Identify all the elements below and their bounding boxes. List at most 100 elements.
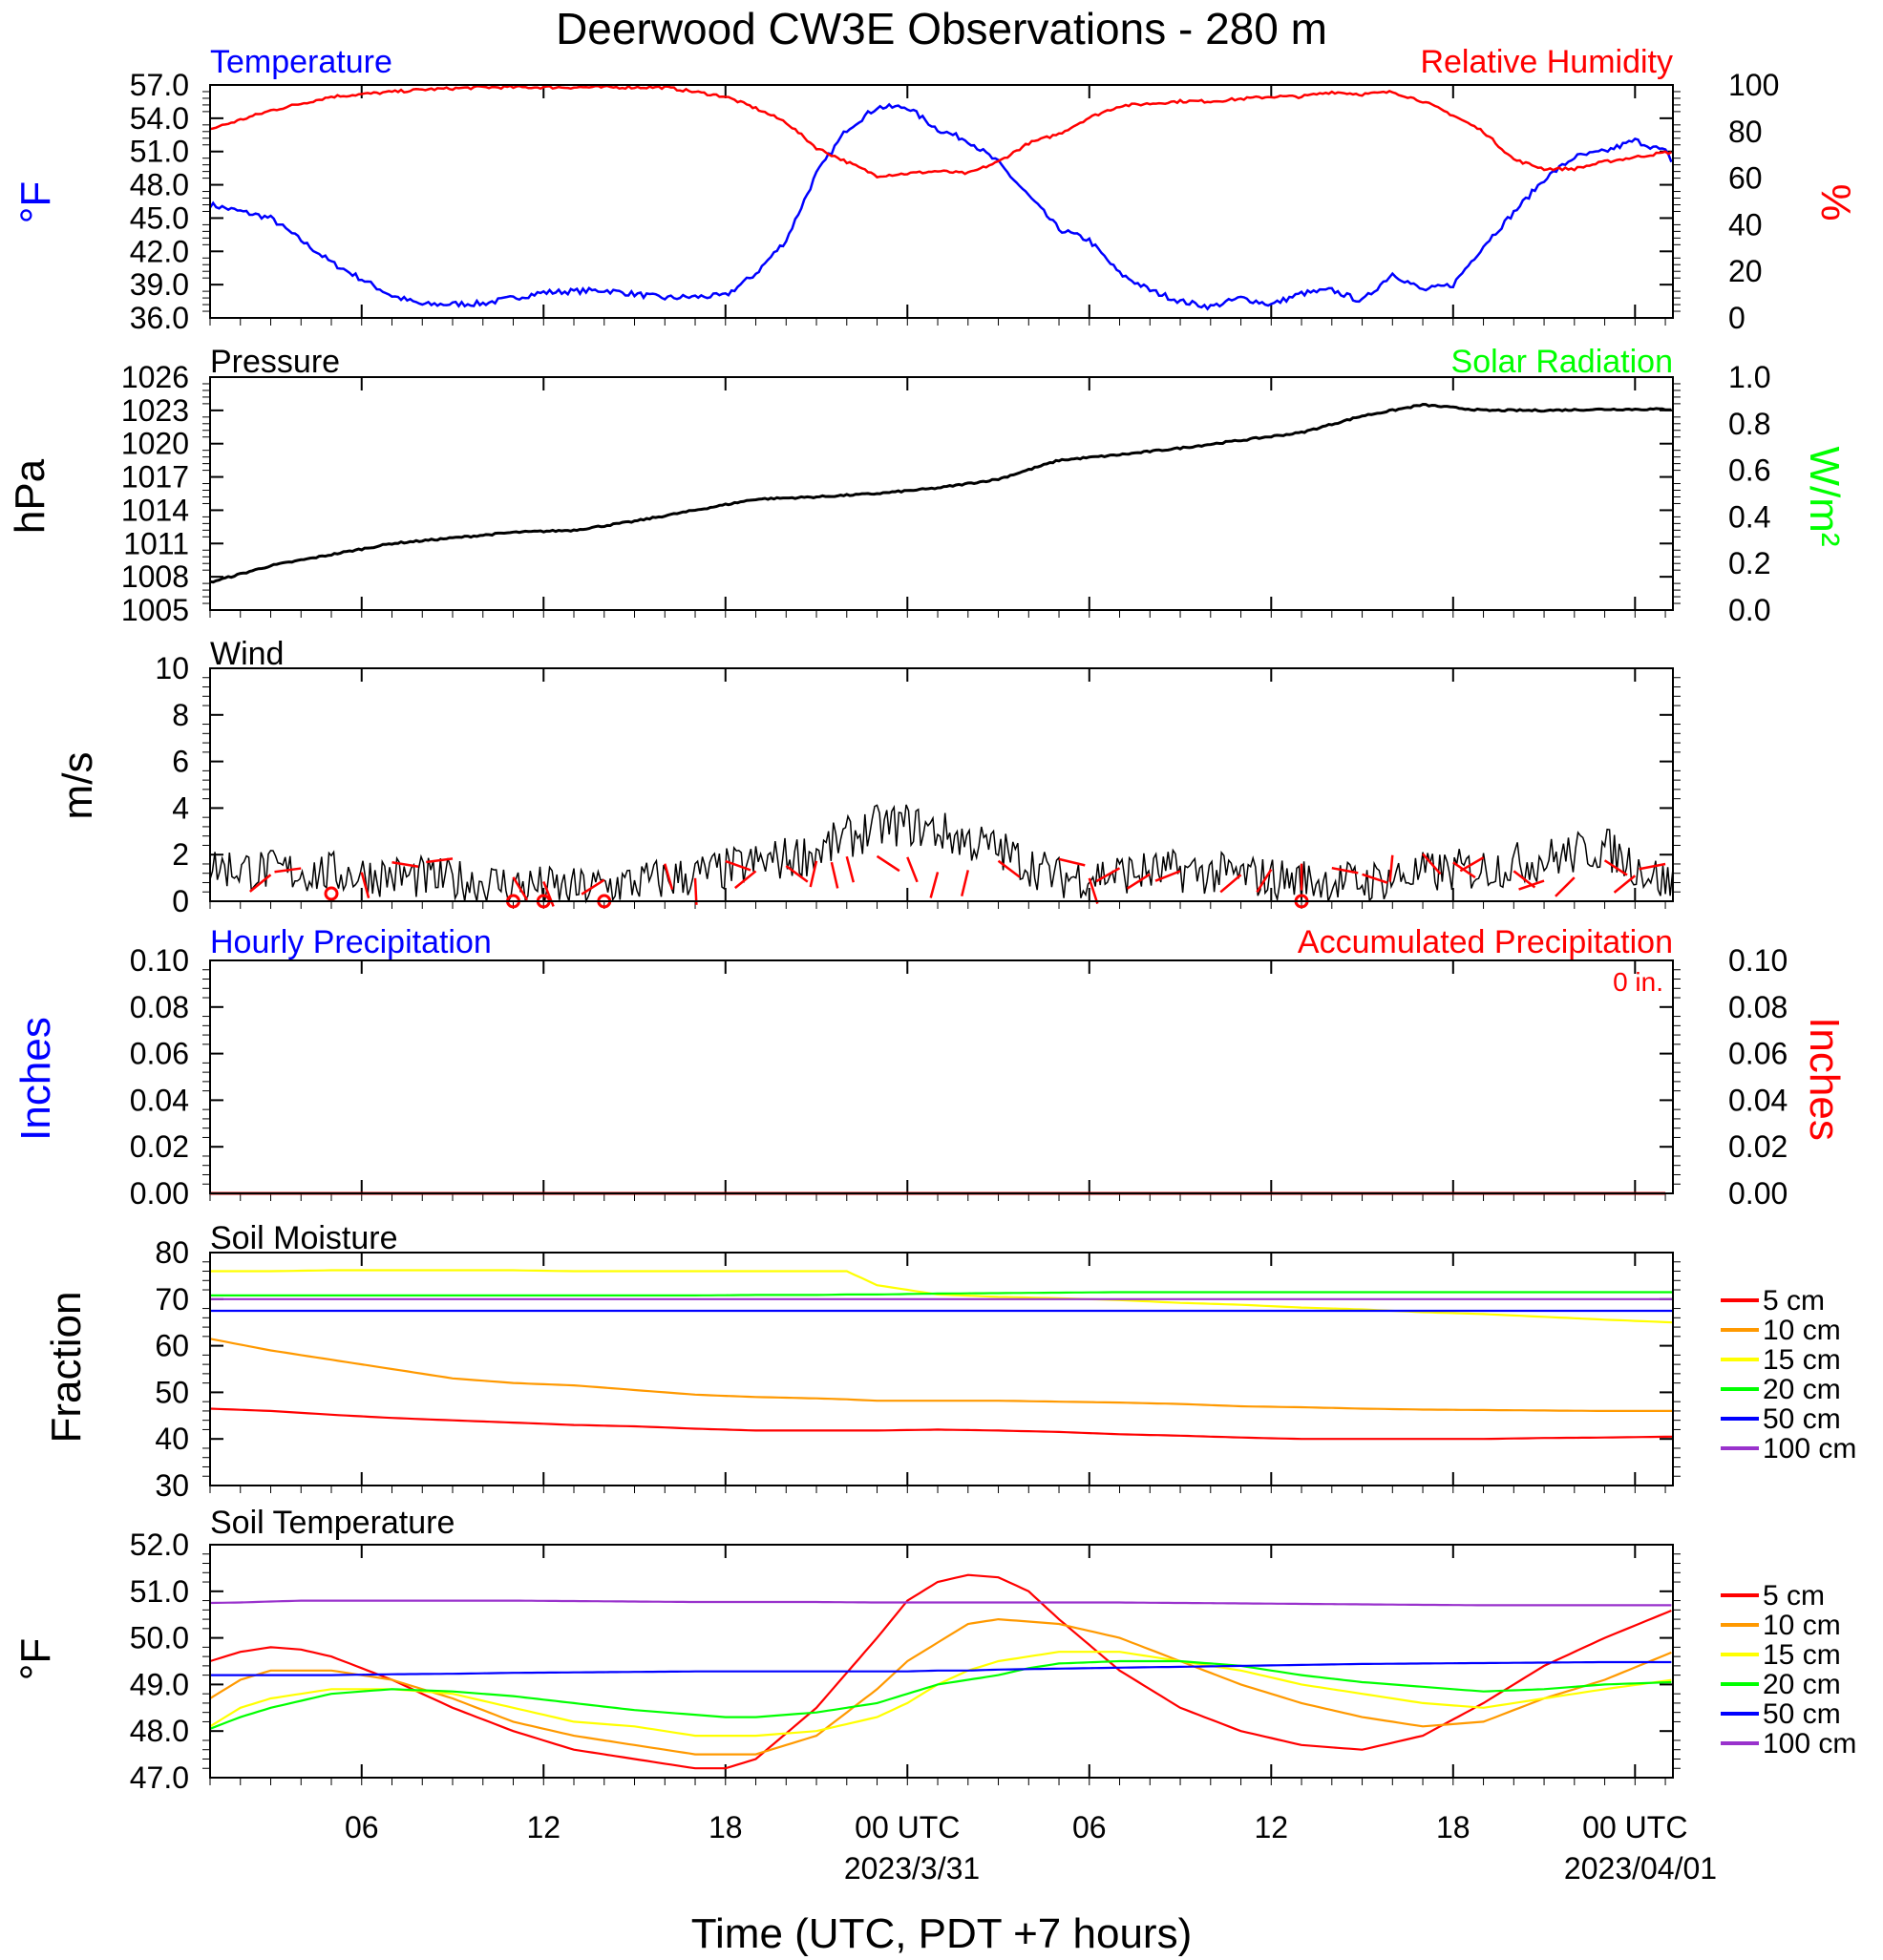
y-tick-label: 1008 xyxy=(121,559,189,594)
wind-barb xyxy=(1422,853,1442,875)
y-right-tick-label: 60 xyxy=(1728,161,1763,196)
y-tick-label: 0.00 xyxy=(130,1176,189,1211)
accum-precip-label: Accumulated Precipitation xyxy=(1298,924,1673,960)
wind-barb xyxy=(274,867,302,874)
soil-moisture-unit: Fraction xyxy=(43,1292,90,1444)
wind-barb xyxy=(1639,862,1666,871)
soil-temp-frame xyxy=(209,1544,1674,1779)
y-tick-label: 40 xyxy=(155,1422,189,1456)
x-date-2: 2023/04/01 xyxy=(1564,1851,1717,1886)
soil-moisture-label: Soil Moisture xyxy=(210,1220,398,1256)
y-tick-label: 1005 xyxy=(121,593,189,627)
panel-pressure: Pressure Solar Radiation hPa W/m² 102610… xyxy=(7,344,1848,627)
temperature-line xyxy=(208,102,1673,311)
x-tick-label: 12 xyxy=(526,1810,561,1844)
y-tick-label: 1011 xyxy=(123,526,189,560)
soil-moisture-line xyxy=(209,1338,1673,1412)
x-date-1: 2023/3/31 xyxy=(844,1851,980,1886)
y-tick-label: 0 xyxy=(172,884,189,918)
wind-barb xyxy=(961,870,969,896)
panel-temp-rh: Temperature Relative Humidity °F % 57.05… xyxy=(12,44,1859,335)
panel-wind: Wind m/s 10 8 6 4 2 0 xyxy=(54,636,1681,918)
soil-temp-line xyxy=(209,1599,1672,1607)
panel-precip: Hourly Precipitation Accumulated Precipi… xyxy=(12,924,1848,1211)
solar-label: Solar Radiation xyxy=(1451,344,1673,380)
y-tick-label: 45.0 xyxy=(130,200,189,235)
y-tick-label: 1017 xyxy=(121,460,189,495)
legend-label: 5 cm xyxy=(1763,1580,1825,1612)
x-axis-label: Time (UTC, PDT +7 hours) xyxy=(691,1910,1192,1957)
y-tick-label: 50 xyxy=(155,1375,189,1409)
pressure-frame xyxy=(209,376,1674,611)
y-tick-label: 0.06 xyxy=(130,1037,189,1071)
wind-barb xyxy=(1219,874,1242,894)
y-right-tick-label: 1.0 xyxy=(1728,360,1770,394)
x-tick-label: 06 xyxy=(1072,1810,1107,1844)
y-tick-label: 2 xyxy=(172,837,189,872)
rh-unit: % xyxy=(1812,183,1859,221)
soil-temp-line xyxy=(210,1660,1672,1676)
precip-ticks: 0.10 0.08 0.06 0.04 0.02 0.00 0.10 0.08 0.06 0.04… xyxy=(130,943,1788,1211)
soil-moisture-series xyxy=(209,1269,1674,1441)
accum-precip-value: 0 in. xyxy=(1613,967,1663,997)
y-right-tick-label: 0.0 xyxy=(1728,593,1770,627)
wind-barb xyxy=(1603,859,1628,876)
y-right-tick-label: 0.2 xyxy=(1728,546,1770,580)
legend-label: 10 cm xyxy=(1763,1610,1841,1641)
wind-barb xyxy=(929,872,940,898)
wind-barb xyxy=(1362,873,1388,884)
legend-label: 20 cm xyxy=(1763,1669,1841,1700)
temp-rh-frame xyxy=(209,84,1674,319)
wind-barb xyxy=(845,855,856,883)
x-tick-label: 00 UTC xyxy=(1582,1810,1687,1844)
wind-frame xyxy=(209,667,1674,902)
legend-label: 50 cm xyxy=(1763,1698,1841,1730)
y-right-tick-label: 40 xyxy=(1728,207,1763,242)
soil-moisture-ticks: 80 70 60 50 40 30 xyxy=(155,1235,1681,1503)
legend-label: 5 cm xyxy=(1763,1285,1825,1317)
soil-temp-line xyxy=(209,1573,1672,1770)
y-tick-label: 49.0 xyxy=(130,1667,189,1701)
y-tick-label: 8 xyxy=(172,698,189,732)
wind-speed-line xyxy=(209,804,1674,904)
y-tick-label: 80 xyxy=(155,1235,189,1270)
legend-label: 100 cm xyxy=(1763,1433,1856,1465)
panel-soil-temp: Soil Temperature °F 52.0 51.0 50.0 49.0 48.0… xyxy=(12,1505,1856,1795)
wind-barb xyxy=(906,856,919,883)
y-tick-label: 0.08 xyxy=(130,990,189,1024)
soil-moisture-line xyxy=(209,1407,1674,1441)
y-tick-label: 48.0 xyxy=(130,168,189,202)
precip-frame xyxy=(209,959,1674,1194)
y-right-tick-label: 100 xyxy=(1728,68,1779,102)
y-right-tick-label: 0.8 xyxy=(1728,407,1770,441)
wind-barb xyxy=(581,878,605,896)
wind-barb xyxy=(360,872,370,899)
pressure-unit: hPa xyxy=(7,458,53,534)
y-tick-label: 1020 xyxy=(121,427,189,461)
y-tick-label: 57.0 xyxy=(130,68,189,102)
y-tick-label: 51.0 xyxy=(130,135,189,169)
y-tick-label: 0.10 xyxy=(130,943,189,978)
wind-barb xyxy=(809,860,818,888)
wind-barb xyxy=(1095,867,1121,883)
soil-temp-ticks: 52.0 51.0 50.0 49.0 48.0 47.0 xyxy=(130,1528,1681,1795)
soil-moisture-line xyxy=(210,1291,1673,1296)
y-tick-label: 39.0 xyxy=(130,267,189,302)
y-right-tick-label: 0.00 xyxy=(1728,1176,1788,1211)
y-tick-label: 10 xyxy=(155,651,189,685)
humidity-line xyxy=(209,84,1672,179)
y-tick-label: 54.0 xyxy=(130,101,189,136)
y-tick-label: 48.0 xyxy=(130,1714,189,1748)
y-tick-label: 47.0 xyxy=(130,1760,189,1795)
wind-barb xyxy=(664,863,674,890)
calm-wind-marker xyxy=(324,886,339,901)
y-tick-label: 1026 xyxy=(121,360,189,394)
wind-barb xyxy=(1088,877,1099,904)
wind-barb xyxy=(1459,856,1485,873)
y-right-tick-label: 0 xyxy=(1728,301,1745,335)
hourly-precip-label: Hourly Precipitation xyxy=(210,924,492,960)
y-tick-label: 0.04 xyxy=(130,1083,189,1117)
y-tick-label: 42.0 xyxy=(130,234,189,268)
pressure-label: Pressure xyxy=(210,344,340,380)
